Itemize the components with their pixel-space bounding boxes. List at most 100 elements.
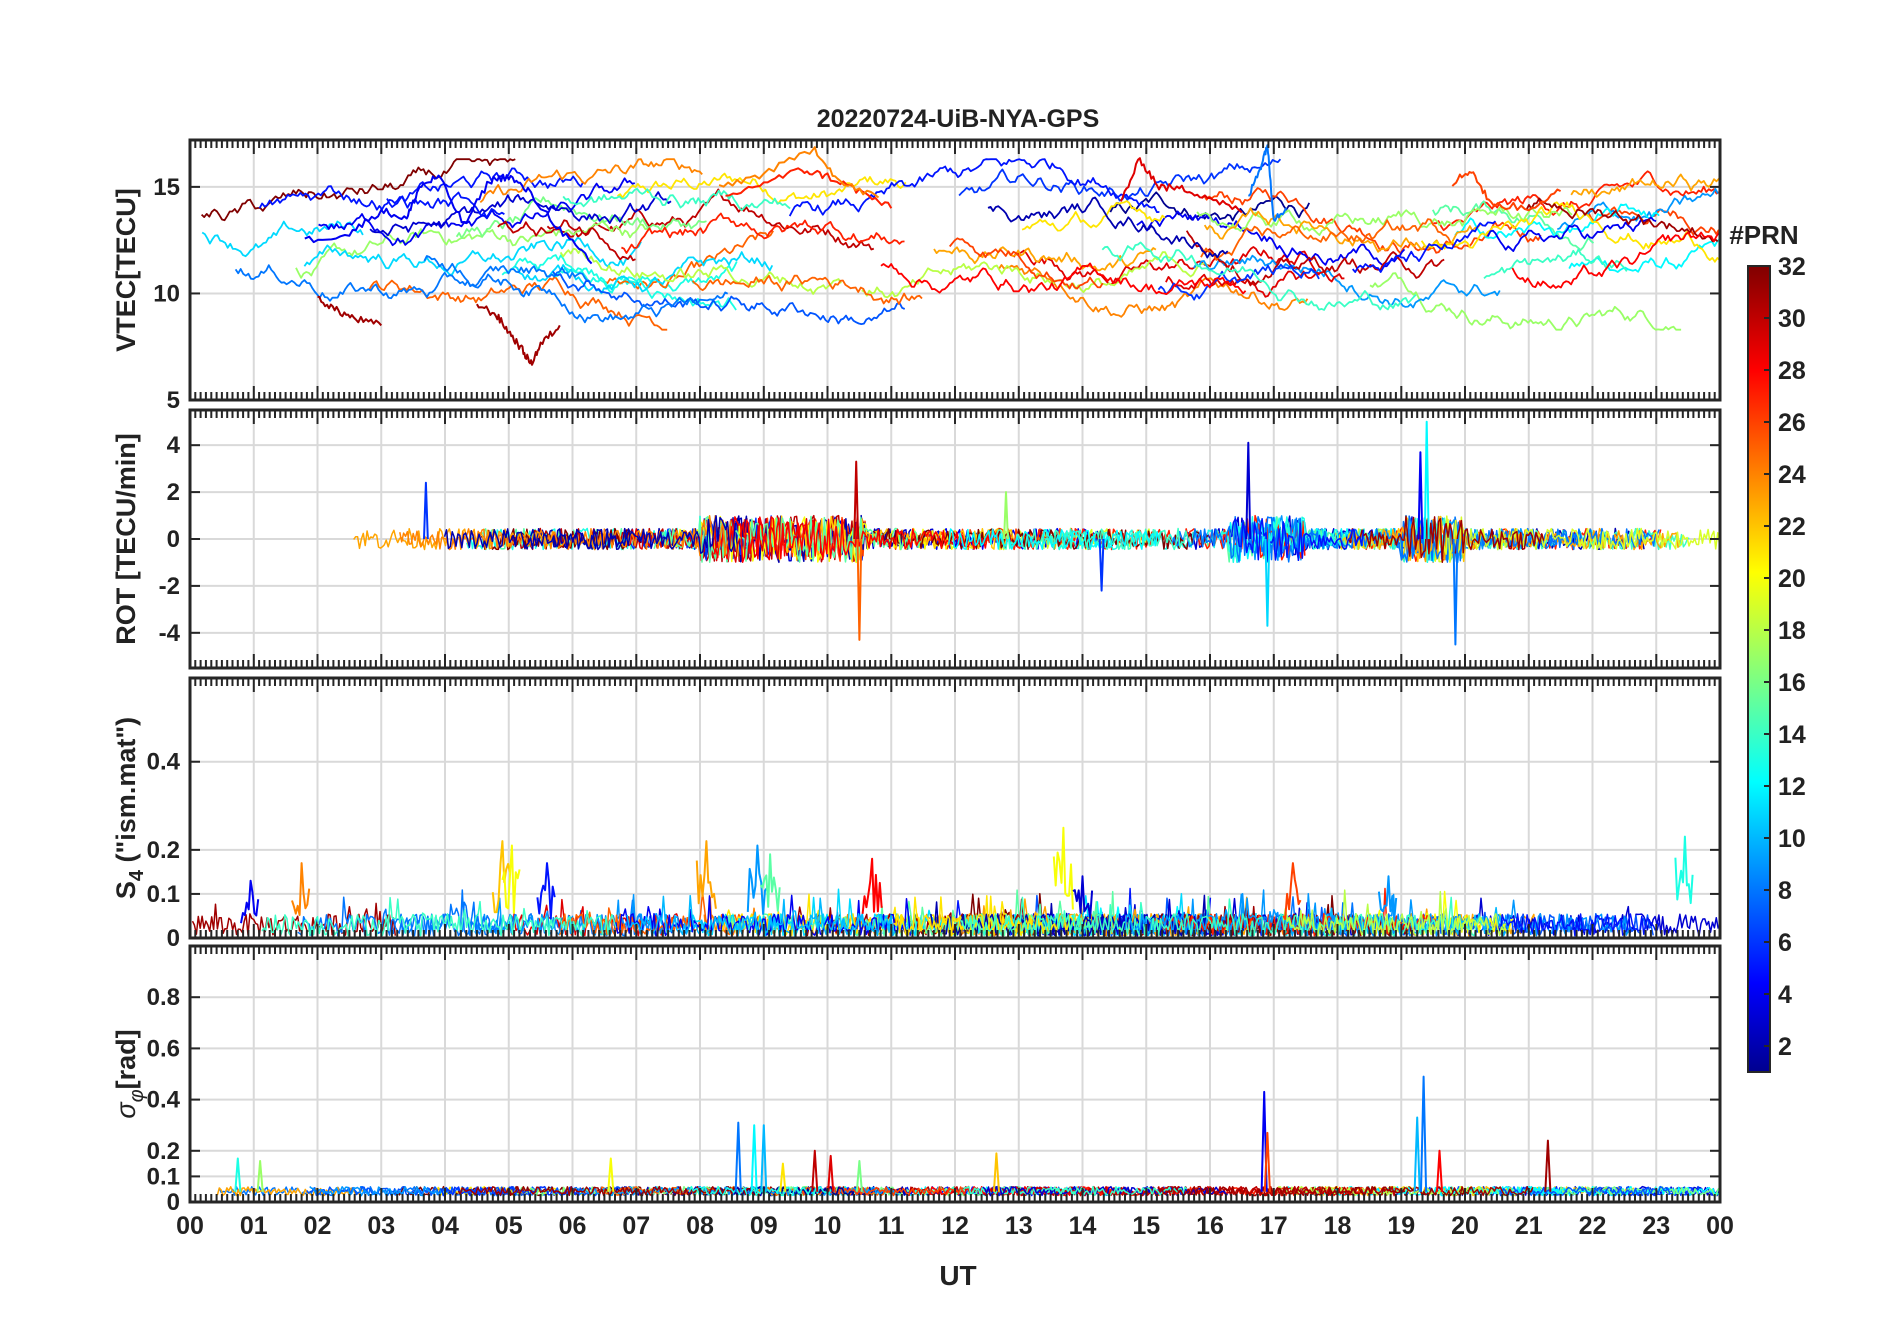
series-line-prn-14 [1101, 241, 1417, 311]
x-axis-label: UT [939, 1260, 976, 1291]
series-line-prn-17 [1369, 272, 1682, 331]
colorbar-tick-label: 18 [1778, 617, 1806, 645]
x-tick-label: 21 [1515, 1212, 1543, 1240]
series-line-prn-6 [440, 1185, 580, 1197]
series-line-prn-4 [1417, 451, 1424, 540]
y-axis-label: σφ[rad] [111, 1029, 148, 1118]
series-line-prn-30 [497, 219, 636, 262]
series-line-prn-2 [443, 515, 737, 555]
series-line-prn-20 [1052, 826, 1074, 910]
series-line-prn-22 [491, 840, 511, 914]
x-tick-label: 03 [367, 1212, 395, 1240]
series-line-prn-21 [779, 1162, 787, 1192]
series-line-prn-4 [318, 177, 636, 247]
series-line-prn-6 [958, 158, 1282, 202]
x-tick-label: 17 [1260, 1212, 1288, 1240]
series-line-prn-27 [1433, 170, 1720, 232]
series-line-prn-4 [304, 173, 593, 265]
x-tick-label: 22 [1579, 1212, 1607, 1240]
y-tick-label: -2 [159, 573, 180, 600]
x-tick-label: 02 [304, 1212, 332, 1240]
series-line-prn-21 [1021, 200, 1166, 232]
x-tick-label: 04 [431, 1212, 459, 1240]
panel-s4: 0 0.1 0.2 0.4S4 ("ism.mat") [111, 676, 1722, 952]
series-line-prn-17 [1196, 205, 1573, 236]
series-line-prn-20 [607, 1157, 615, 1192]
series-line-prn-14 [960, 896, 1157, 937]
series-line-prn-13 [234, 1157, 242, 1192]
series-line-prn-17 [1003, 491, 1009, 540]
series-line-prn-9 [1193, 254, 1501, 309]
series-line-prn-28 [1511, 231, 1720, 289]
colorbar-tick-label: 6 [1778, 929, 1792, 957]
x-tick-label: 23 [1642, 1212, 1670, 1240]
series-line-prn-26 [801, 1186, 967, 1197]
y-tick-label: 0.2 [147, 1138, 180, 1165]
y-tick-label: 4 [167, 432, 181, 459]
series-line-prn-14 [562, 187, 791, 212]
series-line-prn-31 [476, 303, 561, 366]
series-line-prn-9 [746, 844, 768, 915]
series-line-prn-31 [1157, 1185, 1534, 1197]
series-line-prn-5 [1352, 220, 1497, 273]
series-line-prn-9 [1377, 875, 1398, 921]
series-line-prn-28 [861, 857, 883, 914]
x-tick-label: 00 [176, 1212, 204, 1240]
series-line-prn-24 [998, 264, 1309, 318]
series-line-prn-3 [369, 191, 672, 237]
series-line-prn-25 [691, 274, 923, 305]
x-tick-marks [189, 140, 1721, 400]
series-line-prn-8 [234, 264, 589, 302]
colorbar-tick-label: 28 [1778, 357, 1806, 385]
series-line-prn-5 [386, 167, 585, 208]
y-axis-label: S4 ("ism.mat") [111, 717, 148, 899]
series-line-prn-2 [987, 196, 1229, 259]
series-line-prn-13 [688, 1185, 832, 1197]
series-line-prn-24 [718, 146, 880, 199]
x-tick-label: 18 [1324, 1212, 1352, 1240]
series-line-prn-12 [947, 528, 1160, 551]
y-tick-label: 2 [167, 479, 180, 506]
series-line-prn-6 [1098, 538, 1105, 592]
x-tick-label: 10 [814, 1212, 842, 1240]
series-group [216, 1075, 1720, 1197]
chart-title: 20220724-UiB-NYA-GPS [817, 105, 1100, 133]
series-line-prn-21 [616, 172, 907, 205]
series-line-prn-3 [1072, 875, 1094, 920]
series-line-prn-12 [1423, 420, 1430, 540]
series-line-prn-14 [1483, 248, 1628, 280]
series-line-prn-23 [216, 1186, 364, 1197]
x-tick-label: 14 [1069, 1212, 1097, 1240]
series-line-prn-26 [949, 237, 1104, 290]
series-line-prn-17 [256, 1160, 264, 1192]
x-tick-label: 19 [1387, 1212, 1415, 1240]
y-tick-label: -4 [159, 620, 181, 647]
series-line-prn-12 [1454, 203, 1660, 240]
series-line-prn-11 [1264, 538, 1271, 627]
series-line-prn-7 [552, 270, 906, 325]
series-line-prn-6 [1157, 263, 1320, 301]
series-line-prn-4 [240, 879, 260, 924]
series-line-prn-32 [200, 158, 516, 222]
series-line-prn-29 [1012, 246, 1320, 286]
x-tick-label: 20 [1451, 1212, 1479, 1240]
series-line-prn-17 [295, 220, 649, 279]
series-line-prn-4 [1486, 216, 1657, 252]
colorbar-tick-label: 26 [1778, 409, 1806, 437]
series-line-prn-24 [291, 862, 311, 916]
series-line-prn-29 [1165, 270, 1345, 298]
series-line-prn-30 [853, 460, 860, 540]
y-axis-label: VTEC[TECU] [111, 188, 141, 352]
series-line-prn-19 [1443, 516, 1720, 563]
series-line-prn-11 [303, 237, 642, 276]
series-line-prn-20 [501, 844, 521, 914]
series-line-prn-8 [423, 255, 729, 324]
series-line-prn-11 [514, 251, 774, 295]
series-line-prn-26 [1282, 862, 1302, 921]
y-tick-label: 0.2 [147, 837, 180, 864]
series-line-prn-4 [1136, 210, 1406, 268]
series-line-prn-18 [559, 247, 842, 295]
colorbar-tick-label: 14 [1778, 721, 1806, 749]
